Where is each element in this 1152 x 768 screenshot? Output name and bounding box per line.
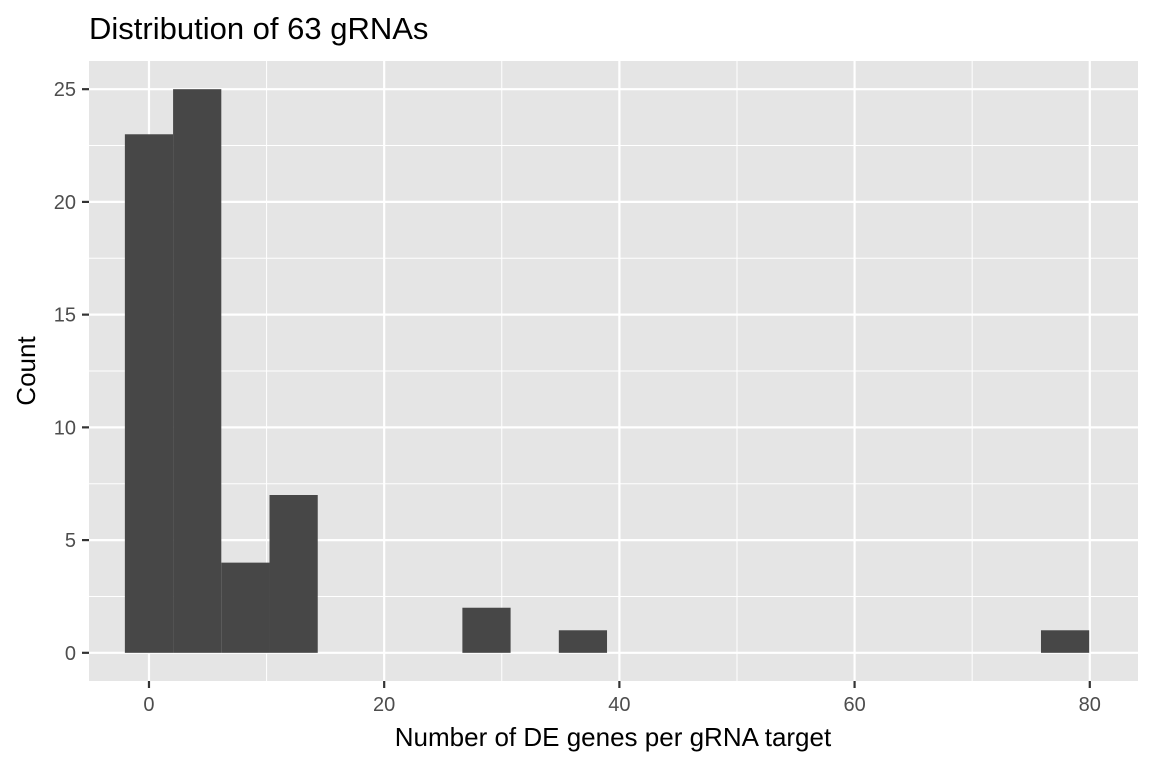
x-tick-label: 0 [143, 694, 154, 716]
y-axis: 0 5 10 15 20 25 [54, 79, 89, 665]
histogram-bar [173, 89, 222, 653]
x-axis: 0 20 40 60 80 [143, 681, 1101, 716]
histogram-bar [124, 134, 174, 653]
histogram-bar [558, 630, 608, 653]
x-axis-title: Number of DE genes per gRNA target [395, 722, 832, 752]
histogram-bar [1040, 630, 1090, 653]
histogram-bar [269, 495, 318, 653]
histogram-bars [124, 89, 1090, 653]
y-tick-label: 15 [54, 305, 76, 327]
y-tick-label: 10 [54, 417, 76, 439]
x-tick-label: 80 [1079, 694, 1101, 716]
minor-gridlines [89, 61, 1138, 681]
x-tick-label: 60 [843, 694, 865, 716]
y-tick-label: 0 [65, 643, 76, 665]
y-tick-label: 25 [54, 79, 76, 101]
y-axis-title: Count [11, 336, 41, 406]
histogram-bar [221, 562, 270, 653]
chart-title: Distribution of 63 gRNAs [89, 11, 428, 46]
y-tick-label: 20 [54, 192, 76, 214]
histogram-bar [462, 607, 511, 653]
y-tick-label: 5 [65, 530, 76, 552]
x-tick-label: 20 [373, 694, 395, 716]
x-tick-label: 40 [608, 694, 630, 716]
